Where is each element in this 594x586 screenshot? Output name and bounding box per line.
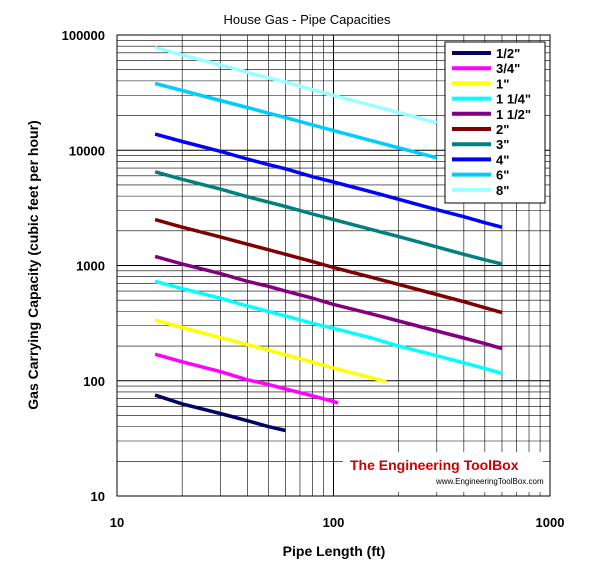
series-line-6 <box>154 217 503 315</box>
x-tick-label-2: 100 <box>323 515 345 530</box>
series-line-1 <box>154 393 286 433</box>
series-line-7 <box>154 170 503 266</box>
chart-title: House Gas - Pipe Capacities <box>224 12 391 27</box>
plot-frame <box>116 34 551 497</box>
series-line-3 <box>154 318 387 384</box>
series-line-8 <box>154 132 503 229</box>
legend-label-5: 1 1/2" <box>496 107 531 122</box>
watermark-url: www.EngineeringToolBox.com <box>435 477 544 486</box>
series-line-4 <box>154 279 503 375</box>
legend-label-4: 1 1/4" <box>496 92 531 107</box>
watermark-title: The Engineering ToolBox <box>350 457 519 473</box>
watermark-background <box>343 452 543 492</box>
y-tick-label-4: 10000 <box>69 143 105 158</box>
y-tick-label-5: 100000 <box>62 28 105 43</box>
y-tick-label-2: 100 <box>83 374 105 389</box>
legend-label-10: 8" <box>496 183 509 198</box>
legend: 1/2"3/4"1"1 1/4"1 1/2"2"3"4"6"8" <box>444 41 546 204</box>
legend-box <box>444 41 546 204</box>
series-line-2 <box>154 352 339 405</box>
y-tick-label-3: 1000 <box>76 259 105 274</box>
legend-label-7: 3" <box>496 137 509 152</box>
engineering-toolbox-watermark: The Engineering ToolBox www.EngineeringT… <box>343 452 544 492</box>
series-line-9 <box>154 81 438 160</box>
series-line-10 <box>154 45 438 125</box>
legend-label-6: 2" <box>496 122 509 137</box>
y-tick-label-1: 10 <box>91 489 105 504</box>
y-axis-label: Gas Carrying Capacity (cubic feet per ho… <box>25 120 41 409</box>
x-tick-label-3: 1000 <box>536 515 565 530</box>
tick-labels: 10 100 1000 10 100 1000 10000 100000 <box>62 28 565 530</box>
legend-label-1: 1/2" <box>496 46 520 61</box>
series-line-5 <box>154 254 503 351</box>
legend-label-8: 4" <box>496 152 509 167</box>
x-axis-label: Pipe Length (ft) <box>283 543 386 559</box>
legend-label-3: 1" <box>496 76 509 91</box>
series-layer <box>154 45 503 433</box>
x-tick-label-1: 10 <box>110 515 124 530</box>
legend-label-2: 3/4" <box>496 61 520 76</box>
legend-label-9: 6" <box>496 168 509 183</box>
